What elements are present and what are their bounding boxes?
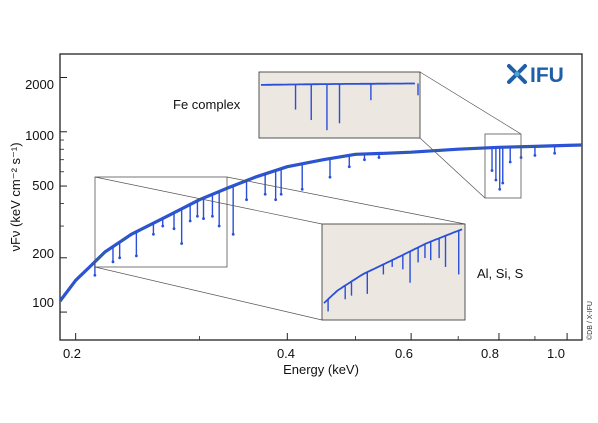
x-axis-title: Energy (keV) bbox=[283, 362, 359, 377]
x-axis: 0.2 0.4 0.6 0.8 1.0 bbox=[63, 333, 568, 361]
absorption-line-point bbox=[279, 192, 283, 196]
absorption-line-point bbox=[118, 256, 122, 260]
x-tick-label-0.6: 0.6 bbox=[395, 346, 413, 361]
y-axis: 2000 1000 500 200 100 bbox=[25, 76, 67, 313]
absorption-line-point bbox=[501, 181, 505, 185]
y-tick-label-500: 500 bbox=[32, 178, 54, 193]
absorption-line-point bbox=[152, 232, 155, 236]
absorption-line-point bbox=[93, 273, 97, 277]
zoom-connector-line bbox=[94, 266, 323, 321]
absorption-line-point bbox=[274, 198, 278, 202]
absorption-line-point bbox=[508, 160, 512, 164]
absorption-line-point bbox=[533, 153, 537, 157]
absorption-line-point bbox=[196, 214, 199, 218]
y-tick-marks bbox=[60, 76, 67, 313]
absorption-line-point bbox=[202, 217, 205, 220]
absorption-line-point bbox=[231, 232, 235, 236]
spectrum-data-points bbox=[59, 144, 583, 302]
absorption-line-point bbox=[217, 224, 221, 228]
absorption-line-point bbox=[377, 156, 381, 159]
x-tick-label-0.4: 0.4 bbox=[277, 346, 295, 361]
inset-al-si-s bbox=[321, 223, 466, 321]
absorption-line-point bbox=[347, 165, 351, 169]
zoom-connector-line bbox=[94, 176, 323, 225]
y-tick-label-1000: 1000 bbox=[25, 128, 54, 143]
absorption-line-point bbox=[363, 158, 366, 162]
absorption-line-point bbox=[300, 187, 304, 191]
absorption-line-point bbox=[111, 260, 115, 264]
y-tick-label-200: 200 bbox=[32, 246, 54, 261]
y-axis-title: νFν (keV cm⁻² s⁻¹) bbox=[8, 142, 23, 251]
inset-al-si-s-spectrum bbox=[323, 228, 463, 312]
zoom-region-fe bbox=[484, 133, 522, 199]
absorption-line-point bbox=[490, 169, 494, 172]
absorption-line-point bbox=[188, 219, 192, 223]
absorption-line-point bbox=[328, 175, 332, 179]
x-tick-label-1.0: 1.0 bbox=[547, 346, 565, 361]
x-tick-label-0.2: 0.2 bbox=[63, 346, 81, 361]
zoom-connector-line bbox=[419, 137, 486, 199]
y-tick-label-2000: 2000 bbox=[25, 77, 54, 92]
absorption-line-point bbox=[553, 151, 557, 155]
absorption-line-point bbox=[494, 178, 498, 182]
absorption-line-point bbox=[180, 242, 184, 245]
x-tick-label-0.8: 0.8 bbox=[481, 346, 499, 361]
absorption-line-point bbox=[134, 254, 138, 258]
ifu-logo: IFU bbox=[507, 64, 564, 87]
y-tick-label-100: 100 bbox=[32, 295, 54, 310]
plot-frame bbox=[59, 53, 583, 341]
logo-text: IFU bbox=[530, 64, 564, 87]
absorption-line-point bbox=[245, 198, 248, 202]
absorption-line-point bbox=[172, 227, 176, 231]
absorption-line-point bbox=[498, 187, 502, 191]
inset-fe-spectrum bbox=[261, 82, 419, 131]
inset-fe-continuum bbox=[261, 82, 415, 86]
fe-complex-label: Fe complex bbox=[173, 97, 241, 112]
absorption-line-point bbox=[161, 224, 165, 228]
x-tick-marks bbox=[75, 333, 568, 340]
zoom-connector-line bbox=[226, 176, 466, 225]
zoom-region-al-si-s bbox=[94, 176, 228, 268]
zoom-connector-line bbox=[419, 71, 522, 135]
al-si-s-label: Al, Si, S bbox=[477, 266, 524, 281]
absorption-line-point bbox=[263, 192, 267, 196]
logo-mark-icon bbox=[507, 64, 527, 84]
absorption-line-point bbox=[211, 214, 214, 218]
image-credit: ©DB / X-IFU bbox=[586, 301, 594, 340]
